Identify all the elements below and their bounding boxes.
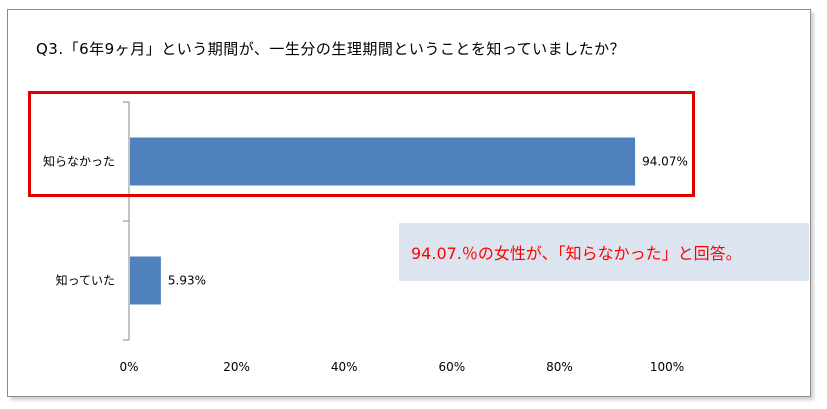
data-label: 5.93% xyxy=(168,274,206,288)
annotation-callout: 94.07.％の女性が、「知らなかった」と回答。 xyxy=(399,223,809,281)
x-tick-label: 0% xyxy=(119,360,138,374)
highlight-box xyxy=(28,91,695,197)
category-label: 知っていた xyxy=(56,274,115,288)
x-tick-label: 100% xyxy=(650,360,684,374)
x-tick-label: 80% xyxy=(546,360,573,374)
bar-2 xyxy=(130,256,161,305)
x-tick-label: 40% xyxy=(331,360,358,374)
bar-1 xyxy=(130,137,636,186)
chart-frame xyxy=(7,9,811,397)
x-tick-label: 20% xyxy=(223,360,250,374)
x-tick-label: 60% xyxy=(438,360,465,374)
category-label: 知らなかった xyxy=(43,155,115,169)
chart-title: Q3.「6年9ヶ月」という期間が、一生分の生理期間ということを知っていましたか？ xyxy=(36,40,626,58)
data-label: 94.07% xyxy=(642,155,688,169)
